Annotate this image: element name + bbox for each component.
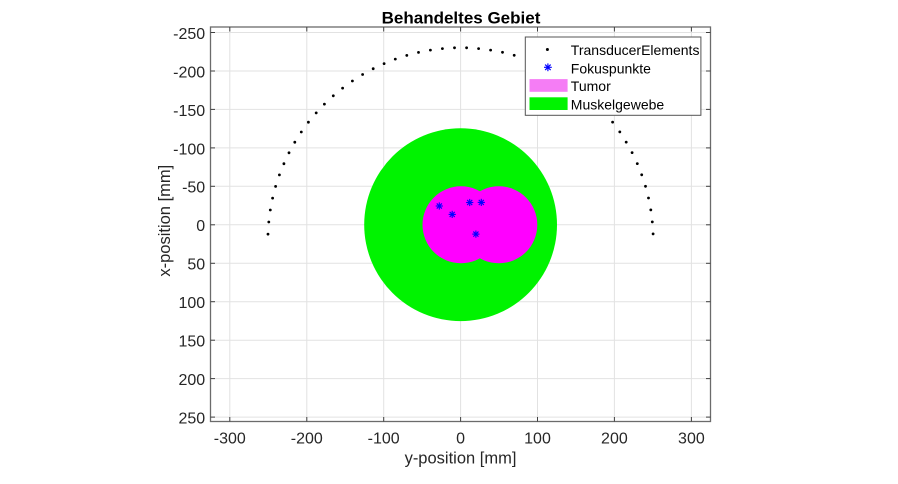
svg-text:200: 200: [178, 372, 205, 389]
svg-text:y-position [mm]: y-position [mm]: [405, 450, 517, 468]
svg-text:Tumor: Tumor: [571, 78, 611, 94]
svg-text:Muskelgewebe: Muskelgewebe: [571, 96, 665, 112]
svg-text:Behandeltes Gebiet: Behandeltes Gebiet: [382, 9, 541, 28]
svg-text:-200: -200: [291, 430, 323, 447]
svg-text:Fokuspunkte: Fokuspunkte: [571, 60, 651, 76]
svg-text:-150: -150: [173, 103, 205, 120]
svg-text:0: 0: [196, 218, 205, 235]
svg-text:100: 100: [178, 295, 205, 312]
svg-text:TransducerElements: TransducerElements: [571, 42, 700, 58]
svg-text:100: 100: [524, 430, 551, 447]
svg-text:0: 0: [456, 430, 465, 447]
svg-text:50: 50: [187, 257, 205, 274]
svg-text:x-position [mm]: x-position [mm]: [156, 165, 174, 277]
svg-text:-100: -100: [368, 430, 400, 447]
svg-text:-200: -200: [173, 64, 205, 81]
svg-text:300: 300: [678, 430, 705, 447]
svg-text:200: 200: [601, 430, 628, 447]
svg-text:-100: -100: [173, 141, 205, 158]
svg-text:-50: -50: [182, 180, 205, 197]
svg-text:150: 150: [178, 334, 205, 351]
svg-text:-250: -250: [173, 26, 205, 43]
svg-text:250: 250: [178, 411, 205, 428]
svg-text:-300: -300: [214, 430, 246, 447]
